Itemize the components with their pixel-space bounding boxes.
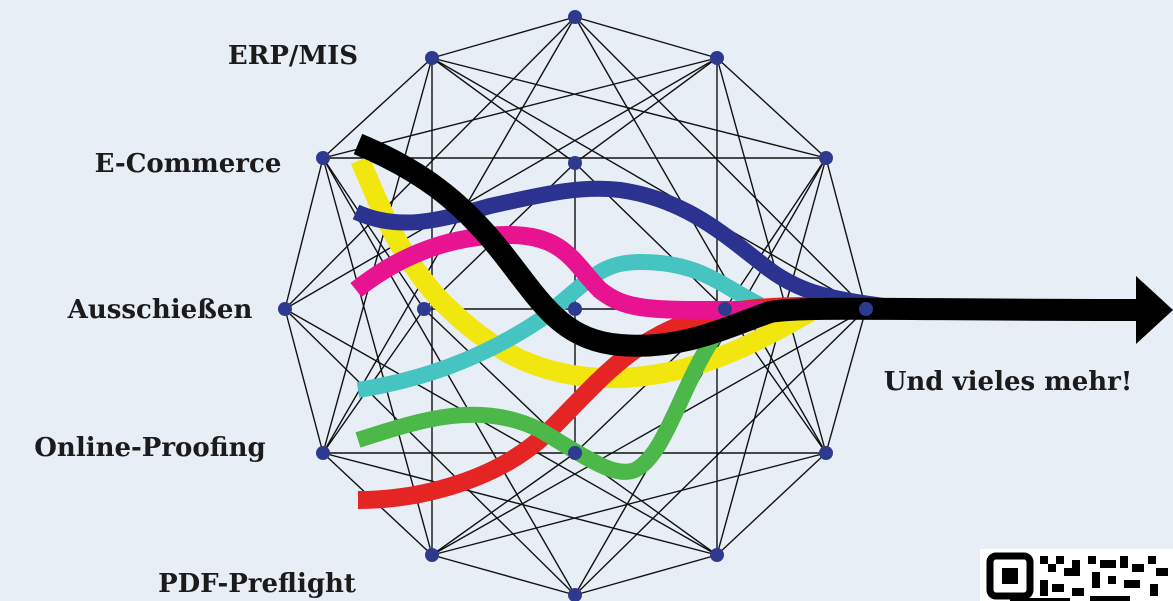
network-node	[718, 302, 732, 316]
network-node	[425, 548, 439, 562]
network-edge	[284, 308, 576, 596]
network-edge	[825, 308, 867, 454]
network-edge	[574, 57, 718, 164]
network-edge	[322, 157, 425, 310]
flow-magenta	[350, 226, 810, 320]
network-edge	[431, 16, 576, 59]
network-edge	[716, 57, 827, 159]
network-node	[819, 151, 833, 165]
network-edge	[284, 16, 576, 310]
arrowhead	[1136, 276, 1173, 344]
network-edge	[574, 16, 827, 454]
label-more: Und vieles mehr!	[884, 367, 1133, 397]
network-edge	[322, 452, 718, 556]
network-edge	[574, 308, 867, 596]
network-node	[568, 446, 582, 460]
network-edge	[284, 57, 718, 310]
network-node	[568, 156, 582, 170]
network-node	[859, 302, 873, 316]
network-edge	[284, 157, 324, 310]
network-edge	[431, 57, 827, 159]
network-edge	[716, 157, 827, 556]
label-e-commerce: E-Commerce	[95, 149, 282, 179]
network-edge	[284, 308, 718, 556]
flow-navy	[352, 180, 901, 316]
network-edge	[322, 57, 433, 159]
qr-code-icon	[980, 549, 1173, 601]
network-edge	[431, 554, 576, 596]
network-node	[819, 446, 833, 460]
flows	[350, 133, 1173, 509]
network-edge	[431, 452, 827, 556]
network-nodes	[278, 10, 873, 601]
label-erp-mis: ERP/MIS	[228, 41, 358, 71]
flow-yellow	[350, 155, 815, 389]
network-edge	[322, 57, 718, 159]
network-edge	[716, 452, 827, 556]
network-node	[710, 51, 724, 65]
network-edge	[431, 57, 576, 164]
network-edge	[431, 308, 867, 556]
network-edge	[574, 16, 867, 310]
label-ausschiessen: Ausschießen	[67, 295, 253, 325]
network-edges	[284, 16, 867, 596]
network-node	[568, 588, 582, 601]
network-edge	[574, 16, 718, 59]
network-edge	[431, 57, 867, 310]
network-node	[710, 548, 724, 562]
network-edge	[825, 157, 867, 310]
network-edge	[724, 157, 827, 310]
label-pdf-preflight: PDF-Preflight	[158, 569, 356, 599]
network-node	[417, 302, 431, 316]
network-node	[278, 302, 292, 316]
network-edge	[716, 57, 827, 454]
network-edge	[284, 308, 324, 454]
network-edge	[574, 554, 718, 596]
network-node	[568, 302, 582, 316]
network-node	[425, 51, 439, 65]
network-node	[316, 446, 330, 460]
network-node	[316, 151, 330, 165]
network-edge	[431, 452, 576, 556]
network-edge	[322, 157, 576, 596]
label-online-proofing: Online-Proofing	[34, 433, 265, 463]
network-node	[568, 10, 582, 24]
